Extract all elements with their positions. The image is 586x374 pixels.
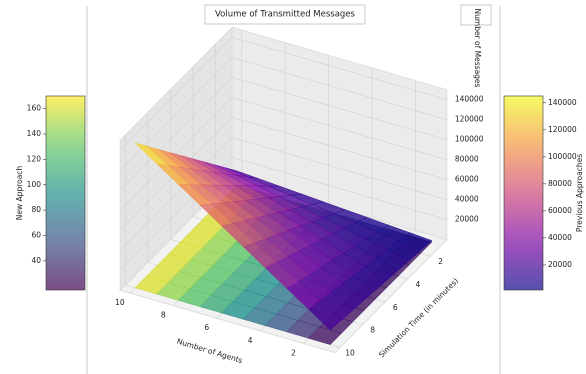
colorbar-tick-label: 40000 [548,233,572,242]
x-axis-label: Number of Agents [176,337,244,366]
colorbar-tick-label: 160 [27,104,42,113]
colorbar-tick-label: 80 [31,205,41,214]
colorbar [45,95,86,291]
x-tick-label: 10 [115,298,125,307]
label-box [460,4,492,26]
grid-line [119,137,233,251]
colorbar-tick-label: 60 [31,230,41,239]
colorbar-label: New Approach [15,166,24,221]
colorbar-tick-label: 140000 [548,98,577,107]
y-tick-label: 10 [345,348,355,357]
grid-line [231,57,447,120]
z-tick-label: 140000 [455,95,484,104]
grid-line [231,157,447,220]
surface-cell [308,300,342,331]
colorbar-tick-label: 20000 [548,260,572,269]
colorbar-tick-label: 80000 [548,179,572,188]
title-box [204,4,366,25]
grid-line [231,97,447,160]
chart-title: Volume of Transmitted Messages [215,10,356,20]
z-tick-label: 40000 [455,195,479,204]
y-tick-label: 2 [438,257,443,266]
colorbar-tick-label: 60000 [548,206,572,215]
z-tick-label: 20000 [455,215,479,224]
colorbar [503,95,544,291]
z-tick-label: 80000 [455,155,479,164]
x-tick-label: 6 [204,323,209,332]
grid-line [231,137,447,200]
grid-line [231,37,447,100]
z-tick-label: 100000 [455,135,484,144]
colorbar-tick-label: 100000 [548,152,577,161]
z-tick-label: 60000 [455,175,479,184]
colorbar-tick-label: 140 [27,129,42,138]
grid-line [119,77,233,191]
colorbar-tick-label: 120 [27,154,42,163]
grid-line [119,37,233,151]
y-tick-label: 6 [393,303,398,312]
colorbar-label: Previous Approaches [575,154,584,232]
y-tick-label: 8 [370,326,375,335]
surface-cell [308,326,343,345]
colorbar-tick-label: 40 [31,256,41,265]
x-tick-label: 2 [291,348,296,357]
x-tick-label: 8 [161,311,166,320]
colorbar-tick-label: 120000 [548,125,577,134]
grid-line [231,77,447,140]
z-axis-label: Number of Messages [473,9,482,88]
z-tick-label: 120000 [455,115,484,124]
grid-line [231,117,447,180]
y-tick-label: 4 [415,280,420,289]
grid-line [119,57,233,171]
x-tick-label: 4 [248,336,253,345]
grid-line [119,97,233,211]
colorbar-tick-label: 100 [27,180,42,189]
